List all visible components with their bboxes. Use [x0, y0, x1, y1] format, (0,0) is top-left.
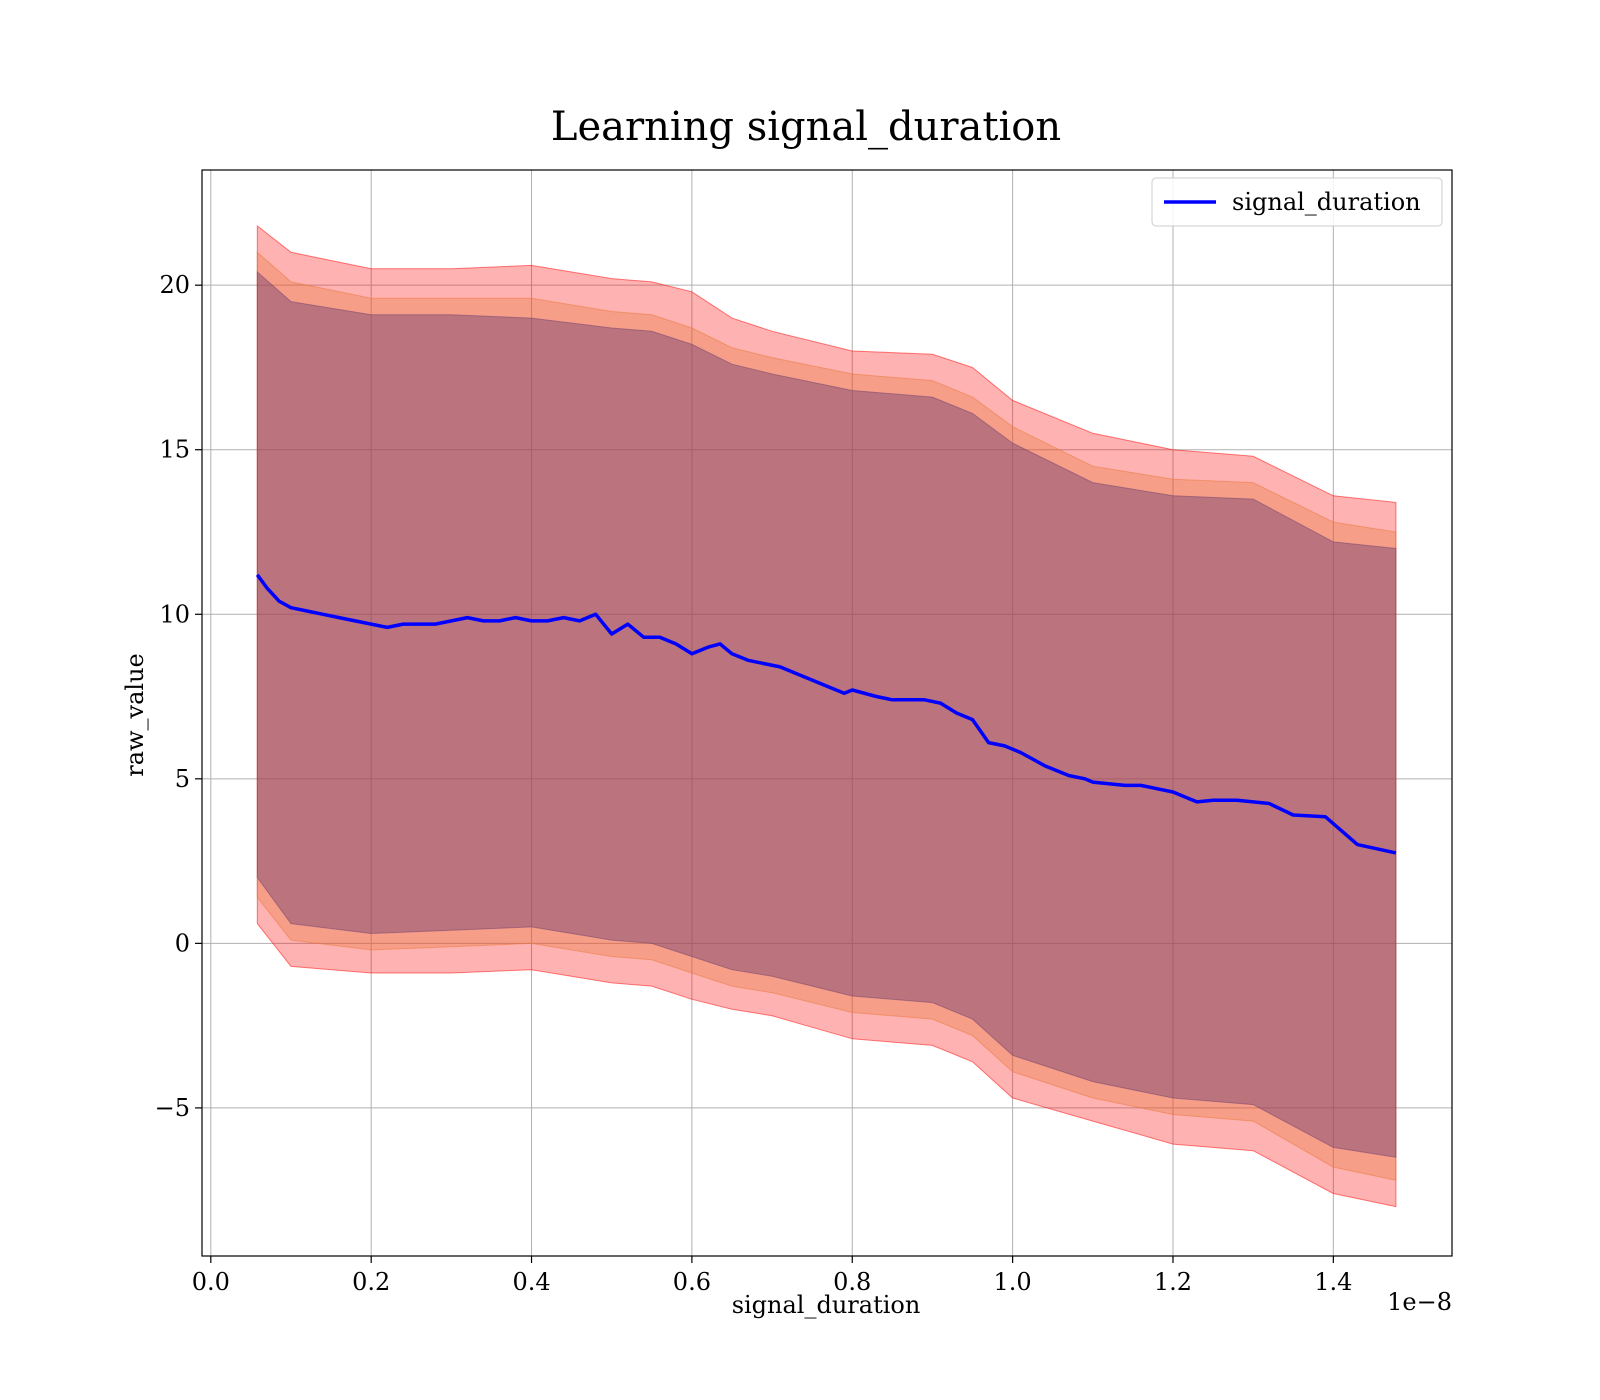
x-axis-offset-label: 1e−8 [1387, 1288, 1452, 1316]
y-axis-label: raw_value [121, 653, 149, 777]
y-tick-label: 15 [159, 436, 190, 464]
chart-title: Learning signal_duration [551, 104, 1061, 150]
axes: 0.0 0.2 0.4 0.6 0.8 1.0 1.2 1.4 −5 0 5 10 15 20 [155, 169, 1453, 1296]
legend-label: signal_duration [1232, 188, 1421, 216]
x-tick-label: 0.0 [192, 1268, 230, 1296]
x-tick-label: 1.0 [994, 1268, 1032, 1296]
legend-box [1151, 177, 1443, 227]
x-tick-label: 0.6 [673, 1268, 711, 1296]
x-tick-label: 1.4 [1314, 1268, 1352, 1296]
legend: signal_duration [1151, 177, 1443, 227]
y-tick-label: 20 [159, 271, 190, 299]
confidence-bands [256, 224, 1397, 1208]
series-line-signal_duration [255, 573, 1397, 855]
confidence-band-1 [256, 224, 1397, 1208]
y-tick-label: 5 [175, 765, 190, 793]
x-tick-label: 0.2 [352, 1268, 390, 1296]
y-tick-label: 0 [175, 929, 190, 957]
confidence-band-3 [256, 270, 1397, 1158]
plot-frame [201, 169, 1453, 1257]
confidence-band-2 [256, 251, 1397, 1181]
y-tick-label: 10 [159, 600, 190, 628]
y-tick-label: −5 [155, 1094, 190, 1122]
grid [202, 170, 1452, 1256]
x-tick-label: 1.2 [1154, 1268, 1192, 1296]
x-tick-label: 0.4 [512, 1268, 550, 1296]
series-lines [255, 573, 1397, 855]
x-axis-label: signal_duration [732, 1291, 921, 1319]
x-tick-label: 0.8 [833, 1268, 871, 1296]
